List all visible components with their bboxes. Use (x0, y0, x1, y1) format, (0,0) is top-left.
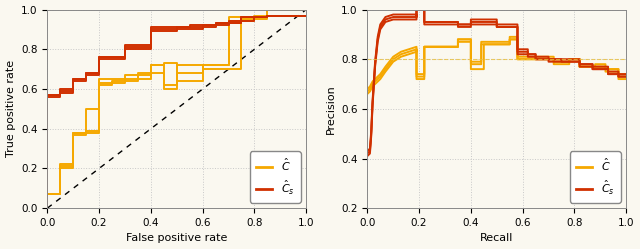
X-axis label: Recall: Recall (480, 234, 513, 244)
Y-axis label: Precision: Precision (326, 84, 335, 134)
Y-axis label: True positive rate: True positive rate (6, 60, 15, 157)
Legend: $\hat{C}$, $\hat{C}_s$: $\hat{C}$, $\hat{C}_s$ (250, 151, 301, 203)
Legend: $\hat{C}$, $\hat{C}_s$: $\hat{C}$, $\hat{C}_s$ (570, 151, 621, 203)
X-axis label: False positive rate: False positive rate (126, 234, 227, 244)
